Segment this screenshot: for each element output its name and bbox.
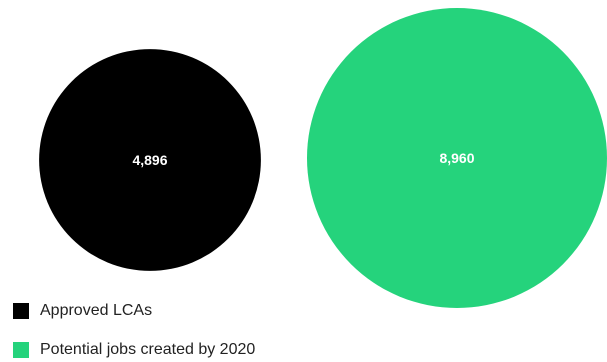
legend-item-potential-jobs: Potential jobs created by 2020 [13, 339, 255, 361]
chart-legend: Approved LCAs Potential jobs created by … [13, 300, 255, 362]
legend-label-approved-lcas: Approved LCAs [40, 302, 153, 319]
legend-label-potential-jobs: Potential jobs created by 2020 [40, 341, 256, 358]
bubble-potential-jobs [307, 8, 607, 308]
legend-swatch-approved-lcas [13, 303, 29, 319]
bubble-approved-lcas [39, 49, 261, 271]
legend-swatch-potential-jobs [13, 342, 29, 358]
legend-item-approved-lcas: Approved LCAs [13, 300, 255, 322]
bubble-value-label-potential-jobs: 8,960 [439, 150, 474, 166]
bubble-value-label-approved-lcas: 4,896 [132, 152, 167, 168]
